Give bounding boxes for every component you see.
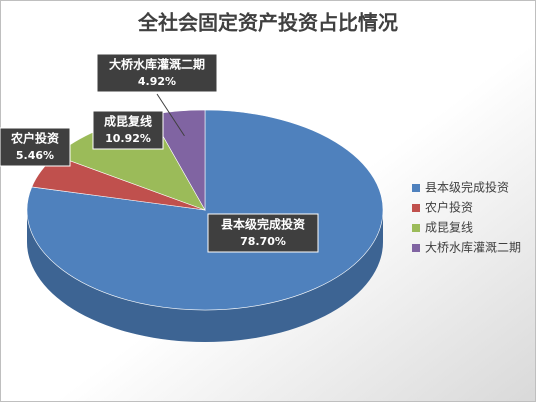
chart-title: 全社会固定资产投资占比情况 (137, 11, 398, 35)
label-value: 4.92% (138, 75, 176, 88)
leader-line (156, 93, 185, 137)
label-box (92, 110, 164, 150)
slice-top (26, 109, 384, 311)
label-value: 78.70% (240, 235, 286, 248)
legend-label: 大桥水库灌溉二期 (425, 240, 521, 255)
label-box (0, 127, 71, 167)
slice-side (27, 210, 383, 342)
label-name: 成昆复线 (104, 114, 152, 129)
label-value: 10.92% (105, 132, 151, 145)
legend-label: 成昆复线 (425, 221, 473, 235)
slice (26, 109, 384, 342)
legend-label: 县本级完成投资 (425, 180, 509, 195)
legend-swatch (412, 244, 420, 252)
legend-swatch (412, 184, 420, 192)
label-name: 农户投资 (10, 131, 59, 146)
label-box (96, 53, 218, 93)
legend-swatch (412, 224, 420, 232)
pie (26, 109, 384, 342)
slice-side-shade (27, 210, 383, 342)
legend-swatch (412, 204, 420, 212)
legend-label: 农户投资 (425, 200, 473, 215)
data-labels: 县本级完成投资 78.70% 农户投资 5.46% 成昆复线 10.92% 大桥水库灌溉二期… (0, 53, 319, 253)
label-name: 大桥水库灌溉二期 (109, 57, 205, 72)
label-box (207, 213, 319, 253)
label-value: 5.46% (16, 149, 54, 162)
label-name: 县本级完成投资 (221, 217, 305, 232)
